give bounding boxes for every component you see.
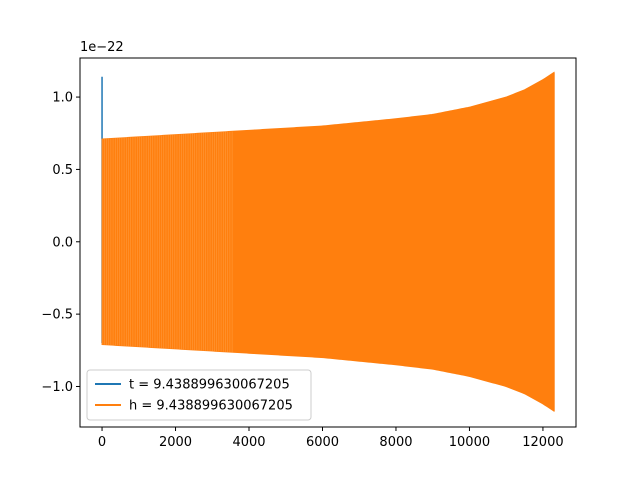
x-tick-label: 2000 — [159, 435, 192, 450]
legend-entry-t: t = 9.438899630067205 — [129, 378, 290, 393]
y-tick-label: 1.0 — [52, 91, 73, 106]
legend-box — [86, 369, 312, 421]
x-tick-label: 8000 — [379, 435, 412, 450]
y-offset-label: 1e−22 — [80, 40, 124, 55]
plot-frame — [79, 57, 577, 428]
x-tick-label: 12000 — [522, 435, 563, 450]
legend-entry-h: h = 9.438899630067205 — [129, 399, 293, 414]
x-tick-label: 10000 — [449, 435, 490, 450]
y-tick-label: 0.5 — [52, 163, 73, 178]
y-axis-ticks: −1.0 −0.5 0.0 0.5 1.0 — [41, 91, 80, 395]
legend: t = 9.438899630067205 h = 9.438899630067… — [86, 369, 312, 421]
series-layer — [101, 71, 555, 413]
y-tick-label: 0.0 — [52, 235, 73, 250]
y-tick-label: −0.5 — [41, 308, 73, 323]
x-tick-label: 0 — [98, 435, 106, 450]
x-tick-label: 6000 — [306, 435, 339, 450]
x-axis-ticks: 0 2000 4000 6000 8000 10000 12000 — [98, 427, 564, 450]
y-tick-label: −1.0 — [41, 380, 73, 395]
x-tick-label: 4000 — [232, 435, 265, 450]
